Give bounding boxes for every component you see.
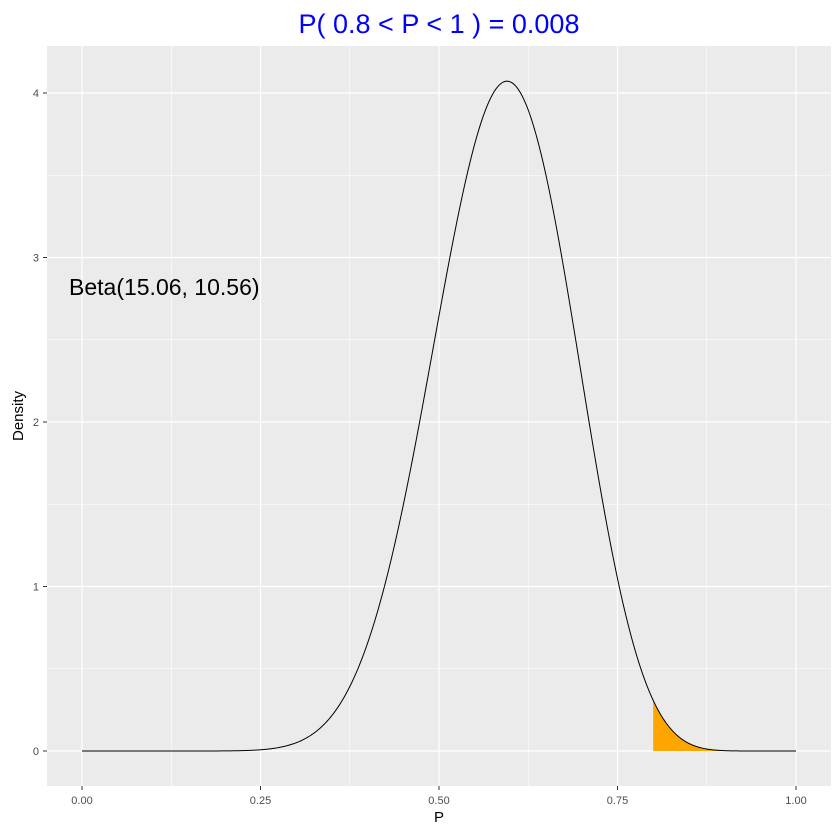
density-curve (82, 80, 796, 752)
x-tick-label: 0.25 (250, 795, 271, 807)
y-tick-label: 2 (33, 417, 39, 429)
distribution-annotation: Beta(15.06, 10.56) (69, 274, 260, 300)
grid-lines (47, 46, 831, 786)
y-axis-ticks: 0 1 2 3 4 (33, 88, 47, 758)
y-tick-label: 4 (33, 88, 39, 100)
y-tick-label: 0 (33, 746, 39, 758)
y-axis-label: Density (10, 390, 27, 441)
chart-title: P( 0.8 < P < 1 ) = 0.008 (299, 9, 580, 39)
x-tick-label: 0.50 (428, 795, 449, 807)
x-axis-ticks: 0.00 0.25 0.50 0.75 1.00 (71, 786, 807, 807)
x-tick-label: 0.00 (71, 795, 92, 807)
x-axis-label: P (434, 809, 444, 826)
y-tick-label: 3 (33, 253, 39, 265)
x-tick-label: 1.00 (785, 795, 806, 807)
shaded-probability-area (653, 700, 796, 751)
y-tick-label: 1 (33, 582, 39, 594)
x-tick-label: 0.75 (607, 795, 628, 807)
